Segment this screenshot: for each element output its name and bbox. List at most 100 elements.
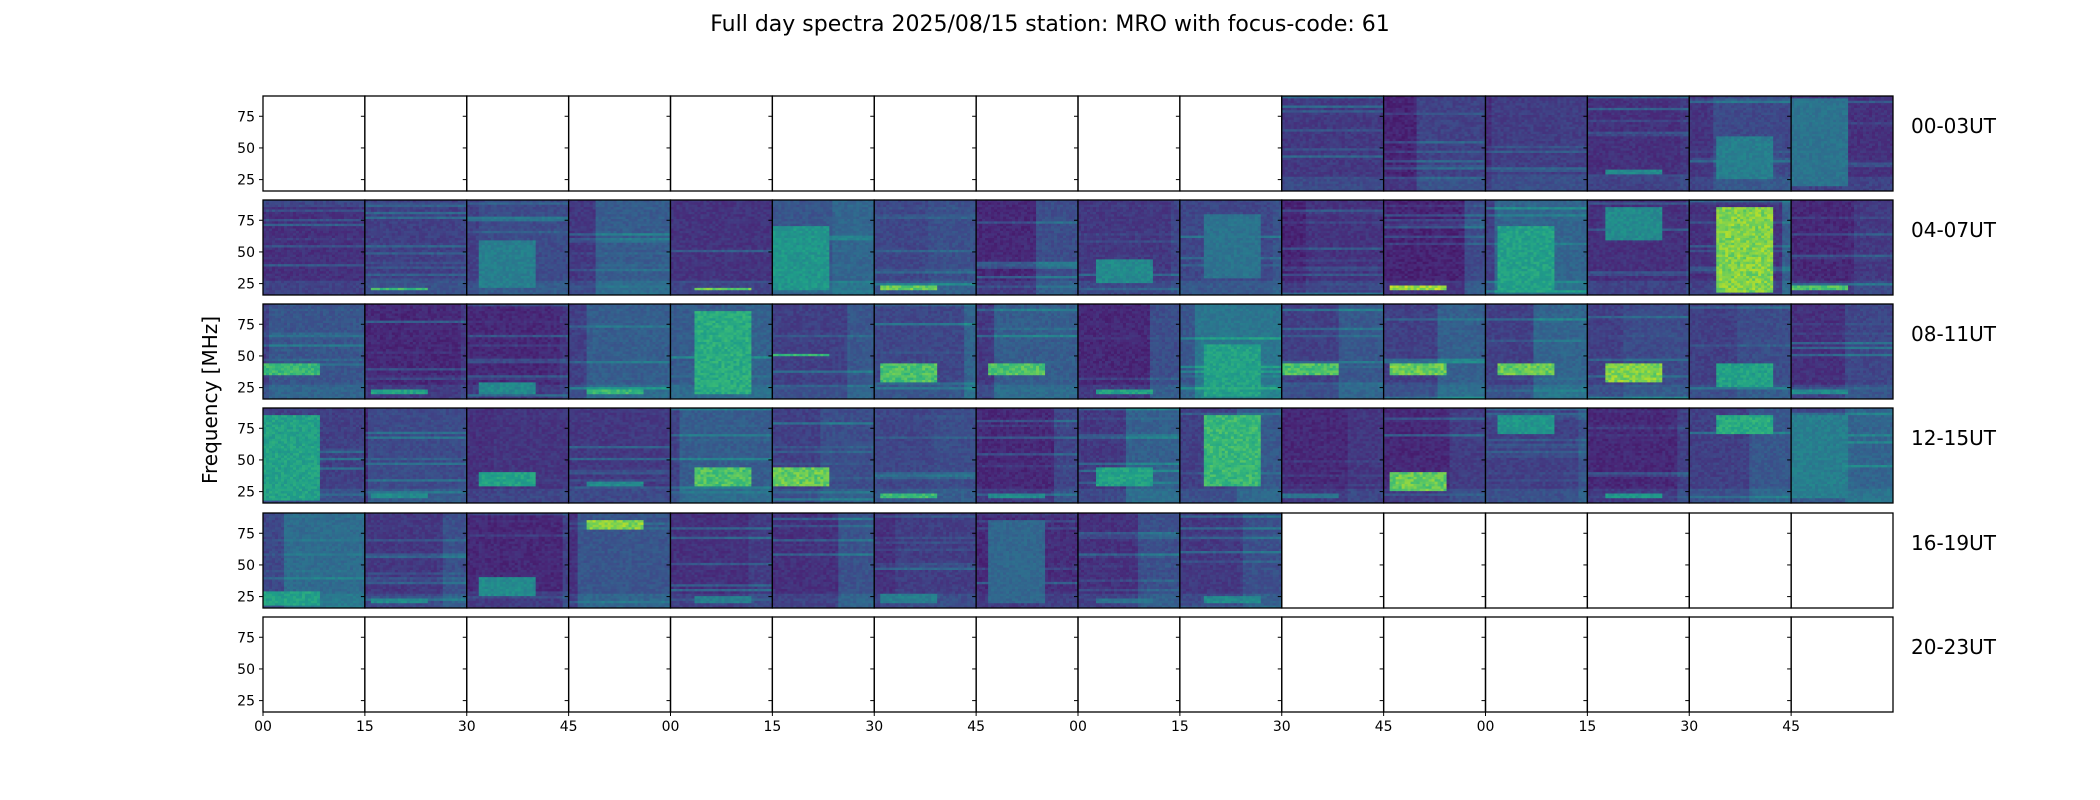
spectrum-cell (1360, 108, 1363, 111)
spectrum-cell (1432, 134, 1435, 137)
spectrum-cell (1315, 146, 1318, 149)
spectrum-cell (1426, 110, 1429, 113)
spectrum-cell (1426, 132, 1429, 135)
spectrum-cell (1330, 136, 1333, 139)
spectrum-cell (1318, 134, 1321, 137)
spectrum-cell (1387, 134, 1390, 137)
spectrum-cell (1303, 184, 1306, 187)
spectrum-cell (1402, 108, 1405, 111)
spectrum-cell (1459, 132, 1462, 135)
spectrum-cell (1474, 117, 1477, 120)
spectrum-cell (1363, 136, 1366, 139)
spectrum-panel (463, 96, 569, 191)
spectrum-cell (1435, 136, 1438, 139)
spectrum-cell (1441, 120, 1444, 123)
spectrum-cell (1342, 184, 1345, 187)
spectrum-cell (1300, 146, 1303, 149)
spectrum-cell (1366, 144, 1369, 147)
spectrum-cell (1396, 141, 1399, 144)
spectrum-cell (1399, 127, 1402, 130)
spectrum-cell (1444, 129, 1447, 132)
spectrum-cell (1474, 125, 1477, 128)
spectrum-cell (1465, 134, 1468, 137)
spectrum-cell (1324, 108, 1327, 111)
spectrum-cell (1324, 163, 1327, 166)
spectrum-cell (1327, 163, 1330, 166)
spectrum-cell (1396, 101, 1399, 104)
spectrum-cell (1429, 136, 1432, 139)
spectrum-cell (1369, 101, 1372, 104)
spectrum-cell (1345, 174, 1348, 177)
spectrum-cell (1375, 108, 1378, 111)
spectrum-cell (1318, 106, 1321, 109)
spectrum-cell (1357, 120, 1360, 123)
spectrum-cell (1378, 153, 1381, 156)
spectrum-cell (1480, 141, 1483, 144)
spectrum-cell (1321, 163, 1324, 166)
spectrum-cell (1336, 163, 1339, 166)
spectrum-cell (1351, 165, 1354, 168)
spectrum-cell (1309, 134, 1312, 137)
spectrum-cell (1432, 103, 1435, 106)
spectrum-cell (1387, 146, 1390, 149)
spectrum-cell (1306, 101, 1309, 104)
spectrum-cell (1306, 165, 1309, 168)
spectrum-cell (1309, 182, 1312, 185)
spectrum-cell (1315, 165, 1318, 168)
spectrum-cell (1402, 110, 1405, 113)
spectrum-cell (1330, 163, 1333, 166)
spectrum-cell (1399, 134, 1402, 137)
spectrum-cell (1315, 148, 1318, 151)
spectrum-cell (1399, 153, 1402, 156)
spectrum-cell (1318, 117, 1321, 120)
spectrum-cell (1294, 129, 1297, 132)
spectrum-cell (1363, 163, 1366, 166)
spectrum-cell (1462, 110, 1465, 113)
spectrum-cell (1318, 184, 1321, 187)
spectrum-cell (1348, 101, 1351, 104)
spectrum-cell (1447, 132, 1450, 135)
spectrum-cell (1462, 115, 1465, 118)
spectrum-cell (1471, 158, 1474, 161)
spectrum-cell (1417, 115, 1420, 118)
spectrum-cell (1360, 165, 1363, 168)
spectrum-cell (1468, 151, 1471, 154)
spectrum-cell (1465, 129, 1468, 132)
spectrum-cell (1402, 98, 1405, 101)
spectrum-cell (1423, 165, 1426, 168)
spectrum-cell (1345, 129, 1348, 132)
spectrum-cell (1456, 110, 1459, 113)
spectrum-cell (1411, 146, 1414, 149)
spectrum-cell (1459, 139, 1462, 142)
spectrum-cell (1450, 129, 1453, 132)
spectrum-cell (1360, 98, 1363, 101)
spectrum-cell (1462, 170, 1465, 173)
spectrum-cell (1477, 108, 1480, 111)
spectrum-cell (1342, 125, 1345, 128)
spectrum-cell (1363, 182, 1366, 185)
spectrum-cell (1288, 146, 1291, 149)
spectrum-cell (1450, 146, 1453, 149)
spectrum-cell (1354, 184, 1357, 187)
spectrum-cell (1378, 170, 1381, 173)
spectrum-cell (1354, 158, 1357, 161)
spectrum-cell (1435, 153, 1438, 156)
spectrum-cell (1306, 160, 1309, 163)
spectrum-cell (1447, 113, 1450, 116)
spectrum-cell (1390, 151, 1393, 154)
spectrum-cell (1393, 106, 1396, 109)
spectrum-cell (1297, 158, 1300, 161)
spectrum-cell (1465, 132, 1468, 135)
spectrum-cell (1456, 129, 1459, 132)
spectrum-cell (1351, 139, 1354, 142)
spectrum-cell (1369, 139, 1372, 142)
spectrum-cell (1417, 165, 1420, 168)
spectrum-cell (1303, 160, 1306, 163)
spectrum-cell (1417, 167, 1420, 170)
spectrum-cell (1288, 172, 1291, 175)
spectrum-panel (1380, 96, 1486, 191)
spectrum-cell (1309, 186, 1312, 189)
spectrum-cell (1339, 146, 1342, 149)
spectrum-cell (1309, 179, 1312, 182)
spectrum-cell (1333, 120, 1336, 123)
